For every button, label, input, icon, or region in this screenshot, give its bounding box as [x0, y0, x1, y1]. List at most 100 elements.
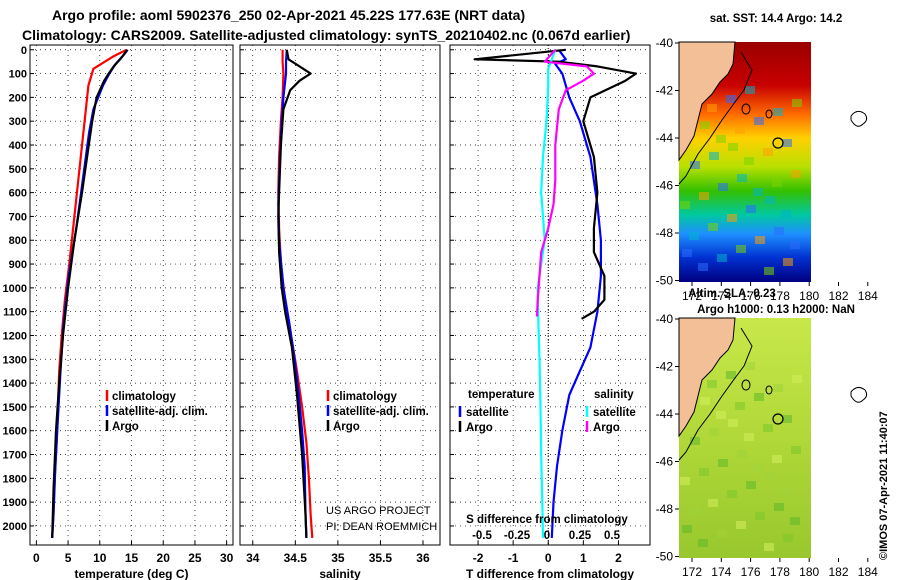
map-tick-label-x: 180 [799, 565, 819, 579]
difference-profile-series-group [473, 48, 638, 538]
series-line-s-argo [535, 49, 596, 317]
map-tick-label-y: -44 [656, 131, 674, 145]
map-texture-patch [728, 419, 738, 427]
tick-label-y: 1200 [3, 330, 27, 342]
map-texture-patch [707, 104, 717, 112]
map-texture-patch [765, 472, 775, 480]
map-texture-patch [716, 411, 726, 419]
legend-label: satellite [593, 407, 636, 419]
map-tick-label-y: -44 [656, 407, 674, 421]
map-texture-patch [765, 196, 775, 204]
sla-map-title-line2: Argo h1000: 0.13 h2000: NaN [697, 304, 855, 316]
tick-label-y: 500 [9, 164, 27, 176]
legend-title-salinity: salinity [594, 389, 634, 401]
tick-label-x: 10 [93, 551, 107, 565]
map-texture-patch [689, 508, 699, 516]
map-texture-patch [726, 95, 736, 103]
map-tick-label-x: 174 [711, 565, 731, 579]
map-texture-patch [763, 148, 773, 156]
legend-label: Argo [593, 422, 620, 434]
depth-contour [678, 327, 753, 461]
legend-label: Argo [112, 421, 139, 433]
salinity-tick-label: 0.5 [604, 530, 621, 542]
island-contour [765, 109, 773, 119]
tick-label-y: 100 [9, 69, 27, 81]
tick-label-x: 30 [220, 551, 234, 565]
map-texture-patch [791, 170, 801, 178]
legend-label: satellite-adj. clim. [333, 406, 429, 418]
argo-position-marker [772, 413, 784, 425]
map-texture-patch [772, 179, 782, 187]
map-tick-label-x: 184 [858, 289, 878, 303]
map-texture-patch [708, 499, 718, 507]
series-line-argo [277, 49, 312, 538]
tick-label-y: 1500 [3, 402, 27, 414]
land-new-zealand [678, 41, 736, 162]
series-line-t-argo [473, 48, 638, 320]
chatham-islands [850, 110, 868, 127]
tick-label-x: 15 [125, 551, 139, 565]
map-tick-label-x: 176 [741, 565, 761, 579]
map-texture-patch [773, 108, 783, 116]
tick-label-y: 400 [9, 140, 27, 152]
salinity-profile-series-group [277, 49, 314, 538]
tick-label-x: 0 [33, 551, 40, 565]
map-texture-patch [689, 232, 699, 240]
legend-label: Argo [466, 422, 493, 434]
map-texture-patch [744, 433, 754, 441]
tick-label-y: 1900 [3, 497, 27, 509]
tick-label-y: 1600 [3, 426, 27, 438]
map-texture-patch [718, 183, 728, 191]
map-tick-label-y: -48 [656, 502, 674, 516]
tick-label-x: 36 [416, 551, 430, 565]
temperature-profile-series-group [51, 48, 129, 538]
salinity-tick-label: -0.5 [472, 530, 492, 542]
series-line-satellite-adj-clim- [277, 49, 308, 538]
map-tick-label-x: 176 [741, 289, 761, 303]
map-texture-patch [682, 525, 692, 533]
map-texture-patch [707, 380, 717, 388]
figure-title-line1: Argo profile: aoml 5902376_250 02-Apr-20… [52, 7, 526, 23]
island-contour [765, 385, 773, 395]
tick-label-y: 1800 [3, 473, 27, 485]
tick-label-x: 0 [545, 551, 552, 565]
salinity-diff-label: S difference from climatology [466, 514, 628, 526]
map-tick-label-y: -40 [656, 36, 674, 50]
map-texture-patch [700, 397, 710, 405]
tick-label-x: 5 [65, 551, 72, 565]
map-texture-patch [772, 455, 782, 463]
salinity-profile-group: 34 34.5 35 35.5 36 salinity climatology satelli… [239, 44, 441, 580]
map-tick-label-x: 178 [770, 289, 790, 303]
map-tick-label-y: -46 [656, 179, 674, 193]
map-tick-label-y: -40 [656, 312, 674, 326]
map-texture-patch [783, 258, 793, 266]
series-line-s-satellite [536, 49, 557, 538]
map-texture-patch [744, 157, 754, 165]
temperature-profile-group: 0100200300400500600700800900100011001200… [3, 44, 234, 580]
salinity-profile-frame [239, 44, 441, 546]
map-texture-patch [755, 512, 765, 520]
sla-map-title-line1: Altim. SLA: 0.23 [688, 288, 776, 300]
island-contour [741, 379, 751, 391]
map-texture-patch [763, 424, 773, 432]
tick-label-x: 25 [188, 551, 202, 565]
map-texture-patch [781, 210, 791, 218]
map-texture-patch [753, 464, 763, 472]
map-tick-label-x: 184 [858, 565, 878, 579]
map-texture-patch [792, 99, 802, 107]
map-texture-patch [782, 415, 792, 423]
map-texture-patch [690, 161, 700, 169]
map-texture-patch [698, 263, 708, 271]
series-line-argo [51, 49, 129, 538]
credit-line2: PI: DEAN ROEMMICH [326, 521, 437, 533]
salinity-tick-label: 0 [544, 530, 550, 542]
tick-label-x: 35.5 [369, 551, 393, 565]
map-texture-patch [699, 192, 709, 200]
salinity-tick-label: 0.25 [569, 530, 592, 542]
map-tick-label-x: 178 [770, 565, 790, 579]
map-texture-patch [690, 437, 700, 445]
map-texture-patch [790, 241, 800, 249]
difference-profile-group: -2 -1 0 1 2 T difference from climatology temp… [449, 44, 651, 580]
